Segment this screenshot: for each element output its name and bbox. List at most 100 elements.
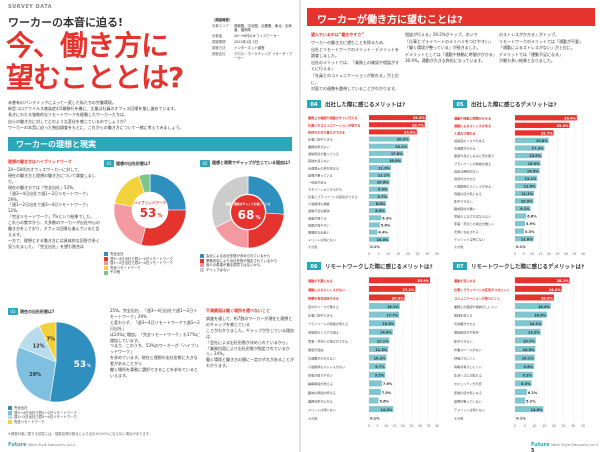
question-number-bg xyxy=(307,262,321,270)
chart-label: 0.1% xyxy=(370,417,380,421)
body-line: 「完全リモートワーク」7%という結果でした。 xyxy=(8,214,95,220)
chart-label: 交通費がかからない xyxy=(308,355,336,360)
chart-label: 通勤や移動に時間がかかる xyxy=(454,115,491,120)
chart-label: 5 xyxy=(378,252,380,256)
chart-label: 53 xyxy=(140,206,157,220)
legend-swatch xyxy=(8,410,12,415)
body-line: これらの数字から、大多数のワーカーが出社中心の xyxy=(8,220,100,226)
bar xyxy=(369,215,382,221)
legend-item: 週1〜2日出社で週3〜4日リモートワーク xyxy=(104,261,196,266)
intro-line: 長きにわたる強制的なリモートワークを経験したワーカーたちは、 xyxy=(8,112,128,118)
chart-label: 0.1% xyxy=(516,245,526,249)
chart-label: 15.3% xyxy=(382,322,394,326)
bar xyxy=(369,193,388,199)
q3-title: 現在の出社形態は? xyxy=(20,309,55,314)
bar xyxy=(369,354,387,361)
chart-label: 25 xyxy=(555,252,559,256)
bar xyxy=(369,236,390,242)
body-column-3: 調査を通して、約7割のワーカーが現在と理想とのギャップを感じている ことがわかりま… xyxy=(206,316,294,369)
chart-label: 9.8% xyxy=(524,365,534,369)
q2-number: 02 xyxy=(200,160,210,167)
survey-row-value: クロス・マーケティング リサーチ・ワーカー xyxy=(234,51,293,61)
q1-card: 01 理想の出社形態は? ハイブリッドワーク 53% 完全出社 週3〜4日出社で週1… xyxy=(104,160,194,300)
bar xyxy=(369,311,400,318)
bar xyxy=(515,363,535,370)
intro-line: 未曽有のパンデミックによって一変した私たちの労働環境。 xyxy=(8,100,116,105)
chart-label: 25 xyxy=(409,424,413,428)
body-line: 「働く環境が整っている」が続きました。 xyxy=(405,45,481,51)
chart-label: 15.0% xyxy=(528,162,540,166)
chart-label: 服装や身だしなみに気を使う xyxy=(454,153,494,158)
chart-label: 健康が保てる xyxy=(308,215,327,220)
chart-label: 0.1% xyxy=(370,245,380,249)
survey-row: 調査期間 2022年1月 2日 xyxy=(212,40,294,45)
chart-label: 25 xyxy=(416,252,420,256)
chart-label: 5.2% xyxy=(526,399,536,403)
chart-label: % xyxy=(255,215,260,221)
chart-label: 14.5% xyxy=(527,169,539,173)
chart-label: 24.0% xyxy=(549,288,561,292)
bar xyxy=(515,328,541,335)
section-title: ワーカーの理想と現実 xyxy=(16,140,96,149)
chart-label: 0.1% xyxy=(516,417,526,421)
body-line: 出社のメリットでは、「業務上の確認や相談がすぐに行える」 xyxy=(311,59,399,72)
body-line: 「週1〜2日出社で週3〜4日リモートワーク」12%、 xyxy=(8,202,91,214)
legend-item: 完全出社 xyxy=(104,252,196,257)
q1-number: 01 xyxy=(104,160,114,167)
legend-label: 個人の希望が通る環境ではないから xyxy=(206,263,261,268)
bar xyxy=(369,172,391,178)
bar xyxy=(515,277,570,284)
chart-label: 自由な時間がない xyxy=(454,168,479,173)
chart-label: 14.0% xyxy=(380,331,392,335)
bar xyxy=(369,345,389,353)
chart-label: 5.6% xyxy=(381,224,391,228)
chart-label: 14.6% xyxy=(531,408,543,412)
chart-label: 光熱費がかかる xyxy=(454,321,476,326)
chart-label: 7% xyxy=(47,337,56,343)
chart-label: 15 xyxy=(538,252,542,256)
chart-label: 15 xyxy=(396,252,400,256)
chart-label: 16.5% xyxy=(534,314,546,318)
chart-label: 35 xyxy=(572,252,576,256)
chart-label: 30 xyxy=(418,424,422,428)
body-line: 「業務内容により出社形態が指定されているから」24%。 xyxy=(206,345,290,357)
chart-label: プライベートの時間が減る xyxy=(454,161,491,166)
chart-label: 一体感がある xyxy=(308,180,327,185)
footer-text: Work Style Discovery vol.4 xyxy=(28,443,75,447)
body-line: 働き方をしており、オフィス回帰も進んでいると言えます。 xyxy=(8,226,100,237)
chart-label: 07 xyxy=(457,264,464,270)
chart-label: 0 xyxy=(514,424,516,428)
chart-label: 35 xyxy=(581,424,585,428)
chart-label: 通勤が不要になる xyxy=(308,278,333,283)
right-footer: Future Work Style Discovery vol.4 5 xyxy=(531,442,600,452)
chart-label: 30 xyxy=(564,252,568,256)
body-line: 見られました。「完全出社」を望む割合は xyxy=(8,243,84,249)
left-page: SURVEY DATA ワーカーの本音に迫る! 今、働き方に 望むこととは? 〈… xyxy=(0,0,299,452)
bar xyxy=(515,388,527,395)
sub-heading-2: 不満要因は働く場所を選べないこと xyxy=(206,308,270,313)
bar xyxy=(515,406,544,413)
survey-row-value: 20〜50代のオフィスワーカー xyxy=(234,34,280,39)
chart-label: 5.6% xyxy=(380,399,390,403)
survey-row-label: 調査期間 xyxy=(212,39,226,44)
row-bg xyxy=(453,276,514,285)
page-subtitle: ワーカーの本音に迫る! xyxy=(8,16,124,29)
legend-label: 完全リモートワーク xyxy=(110,265,141,270)
body-line: は24%に増加。「完全リモートワーク」も17%に増加しています。 xyxy=(110,331,200,343)
pie-slice xyxy=(211,175,249,228)
bar xyxy=(515,152,543,159)
chart-label: 18.1% xyxy=(387,305,399,309)
chart-label: 通勤によるストレスがない xyxy=(308,287,345,292)
survey-row-value: インターネット調査 xyxy=(234,45,265,50)
chart-label: 20 xyxy=(406,252,410,256)
bar xyxy=(515,122,570,128)
survey-row: 調査方法 インターネット調査 xyxy=(212,46,294,51)
chart-label: 32.0% xyxy=(557,124,569,128)
chart-label: 11.0% xyxy=(521,237,533,241)
survey-overview-box: 〈調査概要〉 対象エリア 首都圏、中京圏、近畿圏、東北、北海道、福岡県 対象者 20〜… xyxy=(212,18,294,92)
chart-label: 5.9% xyxy=(526,222,536,226)
legend-item: 週3〜4日出社で週1〜2日リモートワーク xyxy=(8,411,104,416)
chart-label: 20.9% xyxy=(392,296,404,300)
chart-label: 10.3% xyxy=(374,356,386,360)
chart-label: 人混みで疲れる xyxy=(453,131,476,136)
